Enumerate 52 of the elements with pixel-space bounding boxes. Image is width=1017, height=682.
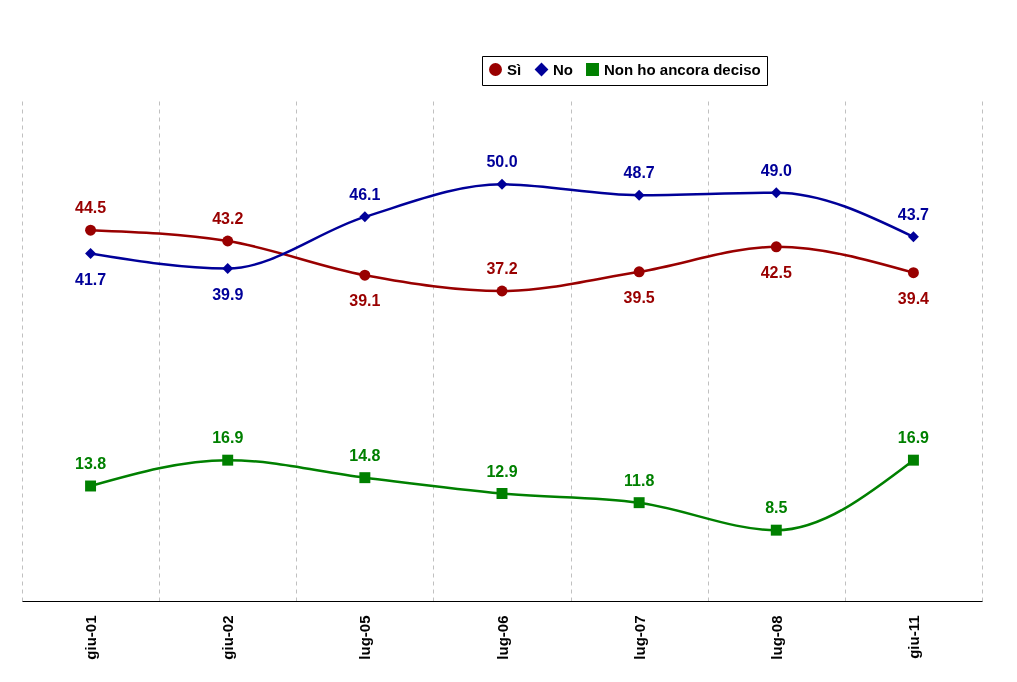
point — [907, 454, 919, 466]
point — [633, 266, 645, 278]
legend-label: Sì — [507, 60, 522, 78]
data-label: 14.8 — [349, 446, 381, 464]
legend-label: No — [553, 60, 573, 78]
point — [496, 178, 508, 190]
point — [770, 524, 782, 536]
x-tick-label: lug-06 — [493, 615, 511, 660]
data-label: 8.5 — [765, 499, 788, 517]
point — [770, 241, 782, 253]
data-label: 50.0 — [486, 153, 518, 171]
point — [496, 488, 508, 499]
x-tick-label: giu-11 — [904, 615, 922, 659]
data-label: 43.2 — [212, 210, 244, 227]
data-label: 39.5 — [623, 288, 655, 306]
x-tick-label: giu-02 — [219, 615, 237, 660]
point — [770, 187, 782, 199]
data-label: 48.7 — [623, 164, 655, 182]
data-label: 11.8 — [624, 471, 655, 489]
point — [633, 189, 645, 201]
data-label: 44.5 — [75, 199, 107, 217]
point — [496, 285, 508, 297]
x-tick-label: giu-01 — [82, 615, 100, 660]
point — [907, 267, 919, 279]
data-label: 39.4 — [897, 289, 930, 307]
point — [85, 224, 97, 236]
legend-label: Non ho ancora deciso — [604, 60, 761, 78]
data-label: 13.8 — [75, 455, 107, 472]
point — [359, 269, 371, 281]
point — [222, 263, 234, 274]
x-tick-label: lug-05 — [356, 615, 374, 660]
data-label: 42.5 — [760, 263, 792, 281]
point — [633, 497, 645, 509]
data-label: 46.1 — [349, 185, 381, 203]
point — [359, 211, 371, 223]
data-label: 49.0 — [760, 161, 792, 179]
point — [85, 480, 97, 492]
data-label: 37.2 — [486, 260, 518, 277]
data-label: 39.9 — [212, 285, 244, 303]
point — [85, 248, 97, 259]
data-label: 41.7 — [75, 270, 107, 288]
data-label: 12.9 — [486, 462, 518, 480]
x-tick-label: lug-07 — [630, 615, 648, 660]
data-label: 43.7 — [897, 205, 930, 223]
point — [359, 472, 371, 484]
point — [222, 235, 234, 247]
point — [222, 454, 234, 466]
data-label: 16.9 — [897, 429, 930, 447]
point — [907, 231, 919, 243]
x-tick-label: lug-08 — [767, 615, 785, 660]
data-label: 39.1 — [349, 292, 381, 310]
data-label: 16.9 — [212, 429, 244, 447]
